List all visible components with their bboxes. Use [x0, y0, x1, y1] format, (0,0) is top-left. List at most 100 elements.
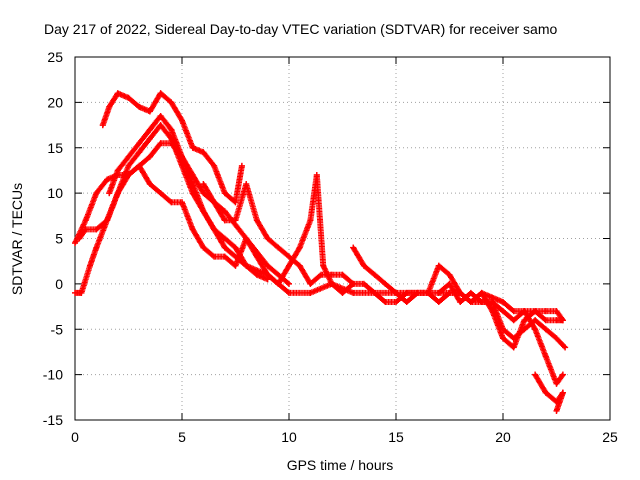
data-point: [146, 108, 153, 115]
series-arc-1: [99, 90, 245, 206]
data-marks: [72, 90, 569, 414]
data-point: [253, 271, 260, 278]
y-tick-label: 25: [47, 49, 63, 65]
data-point: [350, 280, 357, 287]
data-point: [200, 190, 207, 197]
data-point: [93, 226, 100, 233]
data-point: [232, 217, 239, 224]
data-point: [553, 407, 560, 414]
data-point: [221, 244, 228, 251]
data-point: [136, 149, 143, 156]
data-point: [457, 289, 464, 296]
data-point: [553, 317, 560, 324]
data-point: [532, 308, 539, 315]
data-point: [467, 299, 474, 306]
data-point: [446, 271, 453, 278]
data-point: [414, 289, 421, 296]
y-tick-label: 15: [47, 140, 63, 156]
data-point: [157, 112, 164, 119]
data-point: [243, 181, 250, 188]
data-point: [200, 149, 207, 156]
data-point: [189, 190, 196, 197]
data-point: [200, 208, 207, 215]
series-arc-5: [76, 162, 357, 296]
data-point: [72, 289, 78, 296]
data-point: [542, 326, 549, 333]
data-point: [189, 144, 196, 151]
data-point: [93, 190, 100, 197]
data-point: [307, 289, 314, 296]
data-point: [114, 90, 121, 97]
data-point: [232, 262, 239, 269]
data-point: [559, 317, 566, 324]
data-point: [559, 389, 566, 396]
data-point: [286, 289, 292, 296]
data-point: [200, 244, 207, 251]
data-point: [106, 103, 113, 110]
data-point: [360, 262, 367, 269]
data-point: [382, 299, 389, 306]
data-point: [393, 289, 399, 296]
data-point: [382, 280, 389, 287]
data-point: [157, 190, 164, 197]
data-point: [99, 122, 106, 129]
data-point: [211, 253, 218, 260]
data-point: [125, 94, 132, 101]
y-tick-label: -5: [51, 321, 64, 337]
data-point: [221, 190, 228, 197]
data-point: [189, 171, 196, 178]
data-point: [542, 308, 549, 315]
data-point: [243, 235, 250, 242]
data-point: [211, 199, 218, 206]
y-tick-label: 10: [47, 185, 63, 201]
data-point: [168, 135, 175, 142]
chart-title: Day 217 of 2022, Sidereal Day-to-day VTE…: [44, 21, 557, 37]
y-tick-label: -15: [43, 412, 63, 428]
data-point: [168, 199, 175, 206]
data-point: [82, 217, 89, 224]
data-point: [72, 240, 78, 247]
data-point: [86, 262, 93, 269]
data-point: [168, 126, 175, 133]
y-tick-label: 20: [47, 94, 63, 110]
data-point: [146, 153, 153, 160]
data-point: [328, 271, 335, 278]
data-point: [114, 171, 121, 178]
data-point: [559, 371, 566, 378]
data-point: [211, 226, 218, 233]
data-point: [157, 90, 164, 97]
data-point: [264, 262, 271, 269]
data-point: [350, 244, 357, 251]
y-axis-label: SDTVAR / TECUs: [9, 183, 25, 295]
data-point: [403, 289, 410, 296]
data-point: [542, 353, 549, 360]
axis-ticks: 0 5 10 15 20 25 -15 -10 -5 0 5 10 15 20 25: [43, 49, 618, 445]
x-tick-label: 20: [495, 429, 511, 445]
data-point: [253, 253, 260, 260]
y-tick-label: -10: [43, 367, 63, 383]
data-point: [532, 317, 539, 324]
data-point: [553, 335, 560, 342]
data-point: [125, 153, 132, 160]
data-point: [489, 294, 496, 301]
data-point: [179, 117, 185, 124]
data-point: [286, 253, 292, 260]
data-point: [521, 308, 528, 315]
x-tick-label: 5: [178, 429, 186, 445]
data-point: [125, 162, 132, 169]
data-point: [286, 280, 292, 287]
data-point: [425, 289, 432, 296]
x-tick-label: 0: [71, 429, 79, 445]
data-point: [179, 162, 185, 169]
data-point: [82, 226, 89, 233]
data-point: [489, 308, 496, 315]
data-point: [275, 244, 282, 251]
data-point: [104, 217, 111, 224]
data-point: [238, 162, 245, 169]
data-point: [296, 262, 303, 269]
data-point: [168, 99, 175, 106]
data-point: [457, 299, 464, 306]
series-arc-10: [478, 289, 566, 324]
data-point: [532, 326, 539, 333]
